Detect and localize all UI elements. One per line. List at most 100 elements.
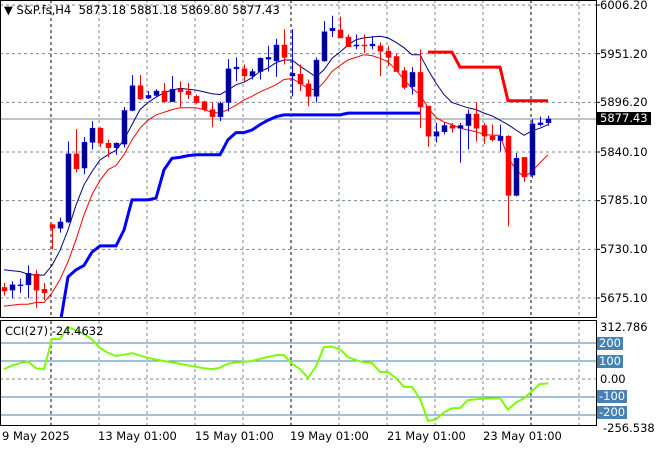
candle-bearish [521,157,528,178]
time-label: 23 May 01:00 [483,429,562,443]
candle-bullish [497,135,504,141]
candle-bullish [433,131,440,137]
candle-bearish [345,36,352,48]
candle-bullish [513,158,520,196]
candle-bullish [265,57,272,60]
candle-bearish [425,105,432,137]
open-value: 5873.18 [78,3,127,17]
cci-min-label: -256.538 [603,421,655,435]
candle-bullish [457,125,464,129]
current-price-label: 5877.43 [597,112,651,125]
low-value: 5869.80 [181,3,229,17]
candle-bearish [297,73,304,85]
price-label: 6006.20 [600,0,648,12]
cci-level-label: 200 [597,336,623,350]
cci-level-label: -200 [597,405,628,419]
candle-bullish [257,58,264,72]
price-label: 5730.10 [600,242,648,256]
candle-bullish [529,123,536,176]
candle-bearish [177,88,184,93]
candle-bullish [369,43,376,47]
candle-bullish [545,118,552,123]
triangle-down-icon[interactable]: ▼ [4,3,13,17]
candle-bullish [465,113,472,126]
candle-bearish [393,56,400,72]
candle-bearish [73,153,80,170]
candle-bullish [273,44,280,62]
candle-bullish [313,59,320,97]
candle-bearish [201,101,208,110]
candle-bullish [353,44,360,47]
candle-bearish [97,127,104,144]
main-pane-frame [0,0,597,318]
candle-bearish [401,70,408,88]
step-line-blue [59,111,420,317]
candle-bearish [281,44,288,58]
candle-bullish [233,66,240,70]
candle-bullish [65,153,72,223]
candle-bearish [1,287,8,292]
candle-bearish [137,85,144,100]
candle-bullish [89,127,96,143]
candle-bullish [113,142,120,148]
candle-bullish [153,90,160,96]
cci-label: CCI(27) -24.4632 [5,324,104,338]
candle-bullish [57,221,64,229]
candle-bearish [489,135,496,140]
price-label: 5951.20 [600,47,648,61]
candle-bullish [249,71,256,77]
candle-bearish [377,45,384,52]
time-label: 9 May 2025 [2,429,70,443]
high-value: 5881.18 [129,3,178,17]
symbol-label: S&P.fs,H4 [16,3,72,17]
candle-bullish [537,122,544,125]
candle-bullish [81,142,88,169]
candle-bullish [225,68,232,103]
candle-bullish [17,284,24,287]
candle-bullish [441,125,448,132]
candle-bullish [321,31,328,62]
cci-pane-frame [0,320,597,426]
price-series [1,15,552,317]
candle-bullish [289,73,296,77]
candle-bearish [449,125,456,129]
time-label: 19 May 01:00 [290,429,369,443]
candle-bearish [473,113,480,129]
candle-bearish [241,68,248,77]
step-line-red [428,50,548,103]
candle-bearish [385,50,392,58]
candle-bearish [505,135,512,196]
candle-bearish [337,29,344,39]
candle-bullish [25,273,32,286]
candle-bullish [129,85,136,111]
price-label: 5675.10 [600,291,648,305]
candle-bearish [209,109,216,117]
candle-bearish [193,96,200,103]
cci-level-label: 0.00 [600,372,626,386]
candle-bullish [9,284,16,291]
cci-max-label: 312.786 [600,320,648,334]
candle-bullish [121,110,128,145]
candle-bullish [169,88,176,102]
price-label: 5785.10 [600,193,648,207]
candle-bullish [145,95,152,99]
time-label: 13 May 01:00 [98,429,177,443]
candle-bearish [105,142,112,148]
candle-bearish [49,224,56,229]
chart-header: ▼ S&P.fs,H4 5873.18 5881.18 5869.80 5877… [4,4,280,17]
price-label: 5896.20 [600,95,648,109]
candle-bearish [417,72,424,108]
candle-bearish [161,90,168,102]
candle-bearish [33,273,40,291]
candle-bearish [41,288,48,294]
candle-bullish [329,27,336,32]
cci-line [3,325,549,423]
price-label: 5840.10 [600,145,648,159]
cci-level-label: 100 [597,354,623,368]
candle-bearish [305,83,312,97]
candle-bearish [361,44,368,47]
candle-bearish [185,90,192,95]
close-value: 5877.43 [232,3,280,17]
